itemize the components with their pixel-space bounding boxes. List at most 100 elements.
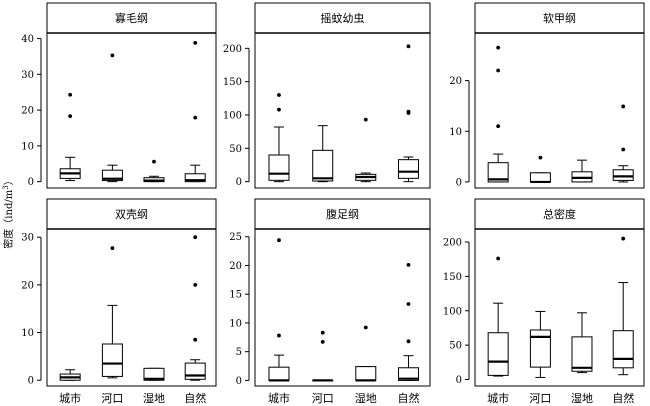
y-tick-label: 30 [21, 70, 34, 81]
y-axis-label-text: 密度 [2, 229, 15, 249]
y-tick-label: 10 [21, 141, 34, 152]
box-4 [612, 236, 634, 376]
panel-title: 双壳纲 [115, 207, 148, 221]
panel-title: 摇蚊幼虫 [321, 11, 365, 25]
panel-title: 软甲纲 [543, 11, 576, 25]
box-2 [312, 330, 334, 382]
x-tick-label: 城市 [268, 391, 290, 405]
panel-title: 寡毛纲 [115, 11, 148, 25]
box-2 [529, 155, 551, 184]
panel-5: 腹足纲 0 5 10 15 20 25 城市 河口 湿地 自然 [229, 198, 431, 405]
y-tick-label: 50 [229, 144, 242, 155]
box-3 [143, 159, 165, 183]
box-body [612, 330, 634, 369]
y-tick-label: 200 [443, 238, 462, 249]
box-3 [143, 367, 165, 381]
outlier-point [152, 159, 156, 164]
outlier-point [621, 147, 626, 152]
y-tick-label: 10 [449, 127, 462, 138]
y-tick-label: 10 [21, 328, 34, 339]
outlier-point [193, 235, 198, 240]
box-body [312, 149, 334, 182]
box-body [184, 362, 206, 380]
y-tick-label: 40 [21, 34, 34, 45]
y-axis: 0 10 20 [449, 76, 470, 188]
box-body [612, 169, 634, 181]
y-tick-label: 0 [28, 376, 34, 387]
y-axis-label-close: ） [3, 175, 15, 185]
box-4 [184, 40, 206, 183]
outlier-point [277, 93, 281, 97]
outlier-point [406, 263, 411, 267]
outlier-point [496, 45, 501, 50]
box-1 [487, 45, 509, 183]
panel-frame [474, 198, 645, 387]
outlier-point [406, 339, 411, 344]
outlier-point [193, 282, 198, 287]
box-body [101, 343, 123, 377]
panel-title: 腹足纲 [326, 207, 359, 221]
x-tick-label: 河口 [101, 392, 123, 405]
box-3 [571, 159, 593, 183]
y-axis: 0 50 100 150 200 [223, 44, 250, 188]
y-tick-label: 25 [229, 232, 242, 243]
outlier-point [406, 302, 411, 306]
outlier-point [277, 333, 281, 338]
box-body [529, 329, 551, 368]
y-tick-label: 0 [236, 376, 242, 387]
box-1 [59, 369, 81, 381]
y-tick-label: 0 [236, 177, 242, 188]
outlier-point [193, 40, 198, 45]
outlier-point [193, 115, 198, 120]
box-1 [268, 238, 290, 382]
y-tick-label: 200 [223, 44, 242, 55]
y-axis-label-superscript: 3 [2, 185, 10, 189]
outlier-point [621, 236, 626, 241]
box-4 [397, 263, 419, 381]
outlier-point [110, 53, 115, 58]
panel-1: 寡毛纲 0 10 20 30 40 [21, 2, 217, 189]
outlier-point [110, 246, 115, 251]
outlier-point [496, 68, 501, 73]
x-tick-label: 湿地 [143, 392, 165, 405]
x-tick-label: 湿地 [571, 392, 593, 405]
x-tick-label: 自然 [184, 391, 206, 405]
box-body [143, 367, 165, 381]
outlier-point [496, 124, 501, 129]
panel-frame [46, 2, 217, 189]
box-2 [312, 125, 334, 183]
outlier-point [538, 155, 543, 160]
box-body [184, 173, 206, 183]
box-body [268, 366, 290, 381]
y-tick-label: 0 [28, 177, 34, 188]
panel-frame [46, 198, 217, 387]
x-tick-label: 湿地 [355, 392, 377, 405]
outlier-point [320, 340, 325, 344]
outlier-point [496, 256, 501, 261]
x-axis: 城市 河口 湿地 自然 [59, 391, 206, 405]
y-tick-label: 15 [229, 290, 242, 301]
box-3 [355, 325, 377, 382]
y-tick-label: 30 [21, 233, 34, 244]
outlier-point [277, 107, 281, 112]
x-tick-label: 河口 [529, 392, 551, 405]
y-tick-label: 20 [229, 261, 242, 272]
outlier-point [363, 117, 368, 122]
box-body [487, 332, 509, 376]
box-3 [355, 117, 377, 183]
panel-grid: 寡毛纲010203040摇蚊幼虫050100150200软甲纲01020双壳纲0… [21, 2, 645, 405]
y-tick-label: 100 [223, 111, 242, 122]
panel-2: 摇蚊幼虫 0 50 100 150 200 [223, 2, 431, 189]
outlier-point [277, 238, 281, 243]
y-tick-label: 0 [456, 177, 462, 188]
y-tick-label: 150 [443, 272, 462, 283]
box-body [268, 154, 290, 181]
y-axis-label: 密度（ind/m3） [2, 175, 15, 248]
y-axis: 0 50 100 150 200 [443, 238, 470, 386]
box-body [397, 159, 419, 179]
outlier-point [68, 92, 73, 97]
x-tick-label: 城市 [59, 391, 81, 405]
outlier-point [621, 104, 626, 109]
x-tick-label: 自然 [612, 391, 634, 405]
outlier-point [320, 330, 325, 335]
